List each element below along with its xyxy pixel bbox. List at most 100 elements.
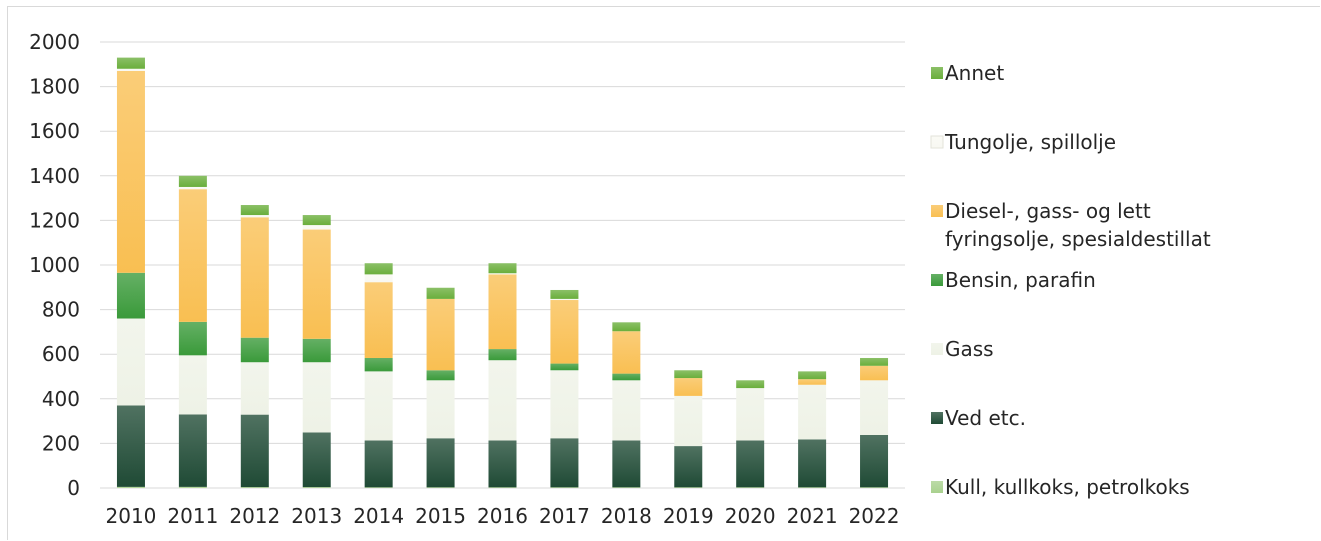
bar-segment-kull-kullkoks-petrolkoks-2017 xyxy=(550,487,579,488)
x-tick-label: 2011 xyxy=(167,504,218,528)
x-tick-label: 2015 xyxy=(415,504,466,528)
x-tick-label: 2010 xyxy=(106,504,157,528)
bar-segment-gass-2013 xyxy=(302,362,331,433)
bar-segment-kull-kullkoks-petrolkoks-2019 xyxy=(674,487,703,488)
legend-swatch-ved-etc xyxy=(931,412,943,424)
legend-label-annet: Annet xyxy=(945,61,1004,85)
bar-segment-diesel-gass-og-lett-fyringsolje-spesialdestillat-2013 xyxy=(302,229,331,339)
x-tick-label: 2021 xyxy=(787,504,838,528)
bar-segment-gass-2012 xyxy=(240,362,269,415)
bar-segment-diesel-gass-og-lett-fyringsolje-spesialdestillat-2021 xyxy=(798,379,827,385)
bar-segment-ved-etc-2016 xyxy=(488,440,517,488)
bar-segment-bensin-parafin-2010 xyxy=(116,272,145,319)
bar-segment-bensin-parafin-2013 xyxy=(302,338,331,363)
bar-segment-diesel-gass-og-lett-fyringsolje-spesialdestillat-2017 xyxy=(550,300,579,364)
bar-segment-ved-etc-2011 xyxy=(178,414,207,487)
bar-segment-bensin-parafin-2017 xyxy=(550,363,579,371)
legend-label-ved-etc: Ved etc. xyxy=(945,406,1026,430)
y-tick-label: 0 xyxy=(67,476,80,500)
bar-segment-tungolje-spillolje-2016 xyxy=(488,273,517,275)
bar-segment-diesel-gass-og-lett-fyringsolje-spesialdestillat-2019 xyxy=(674,378,703,396)
bars xyxy=(116,57,889,488)
bar-segment-bensin-parafin-2014 xyxy=(364,357,393,372)
bar-segment-annet-2013 xyxy=(302,215,331,226)
bar-segment-bensin-parafin-2015 xyxy=(426,370,455,381)
bar-segment-diesel-gass-og-lett-fyringsolje-spesialdestillat-2015 xyxy=(426,298,455,371)
y-tick-label: 1600 xyxy=(29,119,80,143)
bar-segment-gass-2015 xyxy=(426,380,455,439)
bar-segment-kull-kullkoks-petrolkoks-2016 xyxy=(488,487,517,488)
bar-segment-gass-2022 xyxy=(860,380,889,435)
bar-segment-bensin-parafin-2018 xyxy=(612,373,641,381)
bar-segment-kull-kullkoks-petrolkoks-2011 xyxy=(178,486,207,488)
legend-swatch-annet xyxy=(931,67,943,79)
bar-segment-annet-2020 xyxy=(736,380,765,389)
bar-segment-annet-2012 xyxy=(240,205,269,216)
bar-segment-ved-etc-2019 xyxy=(674,446,703,488)
bar-segment-diesel-gass-og-lett-fyringsolje-spesialdestillat-2018 xyxy=(612,331,641,374)
bar-segment-ved-etc-2020 xyxy=(736,440,765,488)
bar-segment-annet-2016 xyxy=(488,263,517,274)
bar-segment-ved-etc-2013 xyxy=(302,432,331,488)
bar-segment-annet-2015 xyxy=(426,287,455,299)
legend-swatch-bensin-parafin xyxy=(931,274,943,286)
y-tick-label: 2000 xyxy=(29,30,80,54)
bar-segment-diesel-gass-og-lett-fyringsolje-spesialdestillat-2010 xyxy=(116,70,145,273)
x-tick-label: 2019 xyxy=(663,504,714,528)
bar-segment-diesel-gass-og-lett-fyringsolje-spesialdestillat-2011 xyxy=(178,189,207,322)
y-tick-label: 1000 xyxy=(29,253,80,277)
y-tick-label: 1400 xyxy=(29,164,80,188)
x-tick-label: 2014 xyxy=(353,504,404,528)
x-axis: 2010 2011 2012 2013 2014 2015 2016 2017 2018 2019… xyxy=(106,504,900,528)
bar-segment-kull-kullkoks-petrolkoks-2020 xyxy=(736,487,765,488)
legend-label-diesel-gass-og-lett-fyringsolje-spesialdestillat: Diesel-, gass- og lett xyxy=(945,199,1151,223)
y-tick-label: 200 xyxy=(42,431,80,455)
x-tick-label: 2012 xyxy=(229,504,280,528)
legend: Annet Tungolje, spillolje Diesel-, gass- o… xyxy=(930,61,1211,499)
x-tick-label: 2018 xyxy=(601,504,652,528)
bar-segment-tungolje-spillolje-2014 xyxy=(364,274,393,283)
y-tick-label: 1800 xyxy=(29,75,80,99)
legend-swatch-gass xyxy=(931,343,943,355)
legend-swatch-kull-kullkoks-petrolkoks xyxy=(931,481,943,493)
bar-segment-annet-2022 xyxy=(860,357,889,366)
bar-segment-kull-kullkoks-petrolkoks-2022 xyxy=(860,487,889,488)
y-tick-label: 600 xyxy=(42,342,80,366)
bar-segment-ved-etc-2010 xyxy=(116,405,145,487)
bar-segment-annet-2014 xyxy=(364,263,393,275)
bar-segment-kull-kullkoks-petrolkoks-2013 xyxy=(302,487,331,488)
bar-segment-gass-2021 xyxy=(798,384,827,440)
bar-segment-ved-etc-2021 xyxy=(798,439,827,488)
bar-segment-diesel-gass-og-lett-fyringsolje-spesialdestillat-2012 xyxy=(240,217,269,338)
y-axis: 0 200 400 600 800 1000 1200 1400 1600 1800 2000 xyxy=(29,30,80,500)
bar-segment-ved-etc-2022 xyxy=(860,434,889,488)
bar-segment-gass-2016 xyxy=(488,360,517,441)
x-tick-label: 2013 xyxy=(291,504,342,528)
legend-swatch-diesel-gass-og-lett-fyringsolje-spesialdestillat xyxy=(931,205,943,217)
bar-segment-ved-etc-2015 xyxy=(426,438,455,488)
bar-segment-ved-etc-2012 xyxy=(240,414,269,488)
legend-label-gass: Gass xyxy=(945,337,994,361)
bar-segment-gass-2019 xyxy=(674,395,703,447)
bar-segment-bensin-parafin-2016 xyxy=(488,349,517,361)
bar-segment-tungolje-spillolje-2012 xyxy=(240,215,269,218)
bar-segment-annet-2018 xyxy=(612,322,641,332)
y-tick-label: 400 xyxy=(42,387,80,411)
bar-segment-annet-2011 xyxy=(178,175,207,187)
bar-segment-gass-2017 xyxy=(550,370,579,439)
bar-segment-ved-etc-2014 xyxy=(364,440,393,488)
x-tick-label: 2016 xyxy=(477,504,528,528)
legend-label-bensin-parafin: Bensin, parafin xyxy=(945,268,1096,292)
bar-segment-kull-kullkoks-petrolkoks-2012 xyxy=(240,487,269,488)
x-tick-label: 2020 xyxy=(725,504,776,528)
bar-segment-ved-etc-2017 xyxy=(550,438,579,488)
bar-segment-tungolje-spillolje-2013 xyxy=(302,225,331,230)
bar-segment-annet-2019 xyxy=(674,370,703,379)
bar-segment-diesel-gass-og-lett-fyringsolje-spesialdestillat-2014 xyxy=(364,282,393,358)
x-tick-label: 2022 xyxy=(849,504,900,528)
bar-segment-gass-2018 xyxy=(612,380,641,441)
bar-segment-diesel-gass-og-lett-fyringsolje-spesialdestillat-2022 xyxy=(860,365,889,381)
bar-segment-gass-2011 xyxy=(178,355,207,415)
y-tick-label: 800 xyxy=(42,298,80,322)
